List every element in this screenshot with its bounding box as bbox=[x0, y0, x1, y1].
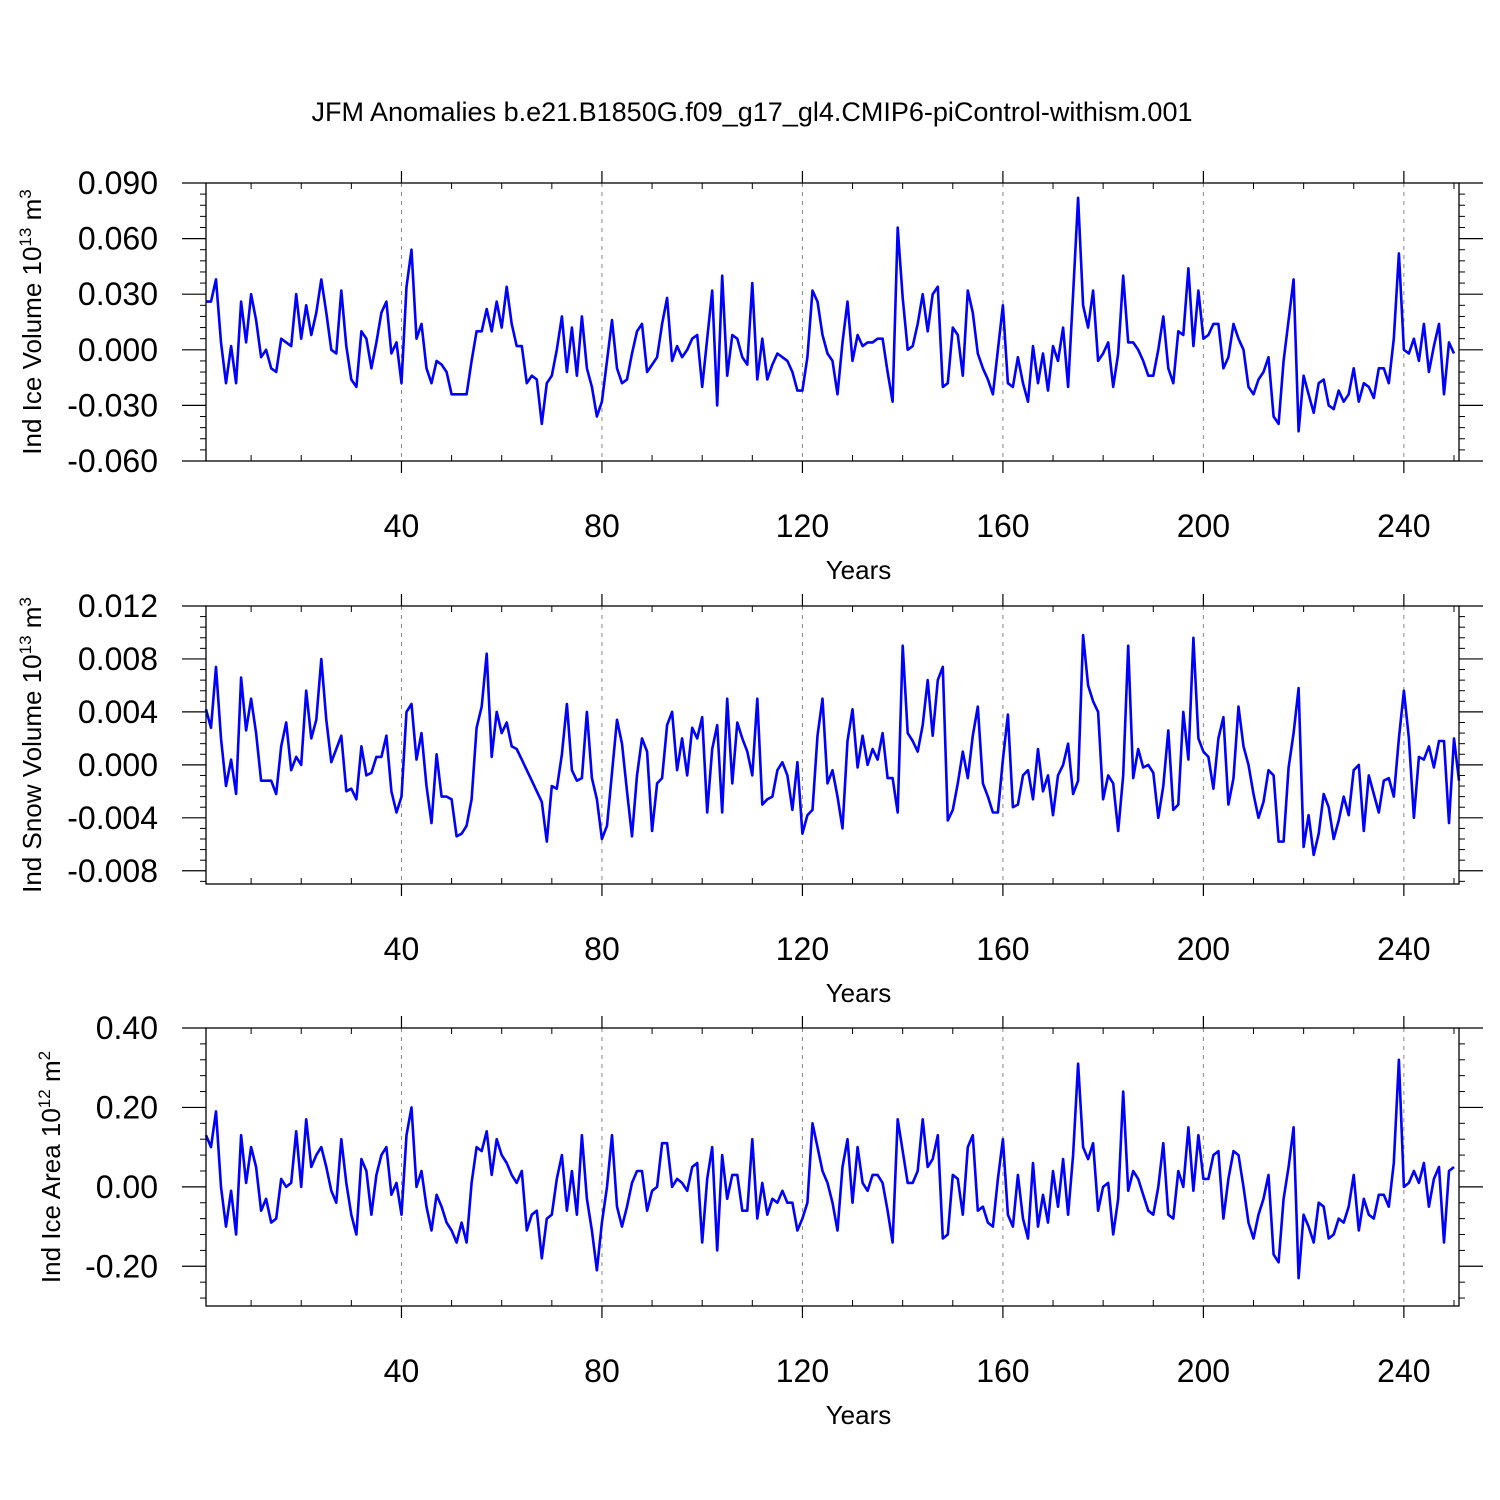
series-line bbox=[204, 633, 1461, 857]
y-tick-label: 0.000 bbox=[78, 747, 158, 783]
y-tick-label: 0.00 bbox=[96, 1169, 158, 1205]
y-tick-label: -0.008 bbox=[67, 853, 158, 889]
y-tick-label: 0.060 bbox=[78, 221, 158, 257]
x-tick-label: 200 bbox=[1177, 1353, 1230, 1389]
y-axis-label: Ind Ice Area 1012 m2 bbox=[35, 1051, 66, 1283]
x-tick-label: 200 bbox=[1177, 508, 1230, 544]
x-tick-label: 240 bbox=[1377, 1353, 1430, 1389]
y-axis-label: Ind Ice Volume 1013 m3 bbox=[16, 189, 47, 454]
y-tick-label: -0.060 bbox=[67, 443, 158, 479]
series-line bbox=[206, 196, 1456, 433]
series-line bbox=[204, 1058, 1455, 1280]
y-axis-label: Ind Snow Volume 1013 m3 bbox=[16, 597, 47, 893]
x-tick-label: 80 bbox=[584, 1353, 620, 1389]
panels: 40 80 120 160 200 240 -0.060 -0.030 0.000 0.030 0.… bbox=[16, 165, 1483, 1430]
x-tick-label: 160 bbox=[976, 508, 1029, 544]
y-tick-label: 0.004 bbox=[78, 694, 158, 730]
x-tick-label: 80 bbox=[584, 508, 620, 544]
x-tick-label: 120 bbox=[776, 508, 829, 544]
x-tick-label: 120 bbox=[776, 1353, 829, 1389]
x-axis-label: Years bbox=[826, 1400, 892, 1430]
x-tick-label: 240 bbox=[1377, 931, 1430, 967]
x-tick-label: 240 bbox=[1377, 508, 1430, 544]
x-axis-label: Years bbox=[826, 978, 892, 1008]
y-tick-label: 0.40 bbox=[96, 1010, 158, 1046]
x-tick-label: 160 bbox=[976, 931, 1029, 967]
y-tick-label: 0.008 bbox=[78, 641, 158, 677]
panel-3: 40 80 120 160 200 240 -0.20 0.00 0.20 0.40 Years In… bbox=[35, 1010, 1483, 1430]
x-tick-label: 40 bbox=[384, 931, 420, 967]
y-tick-label: -0.004 bbox=[67, 800, 158, 836]
y-tick-label: 0.012 bbox=[78, 588, 158, 624]
x-tick-label: 40 bbox=[384, 508, 420, 544]
plot-frame bbox=[205, 182, 1460, 462]
y-tick-label: 0.090 bbox=[78, 165, 158, 201]
figure-title: JFM Anomalies b.e21.B1850G.f09_g17_gl4.C… bbox=[312, 97, 1193, 127]
x-tick-label: 120 bbox=[776, 931, 829, 967]
x-tick-label: 80 bbox=[584, 931, 620, 967]
x-tick-label: 40 bbox=[384, 1353, 420, 1389]
panel-1: 40 80 120 160 200 240 -0.060 -0.030 0.000 0.030 0.… bbox=[16, 165, 1483, 585]
plot-frame bbox=[205, 1027, 1460, 1307]
y-tick-label: 0.20 bbox=[96, 1089, 158, 1125]
y-tick-label: 0.030 bbox=[78, 276, 158, 312]
plot-frame bbox=[205, 605, 1460, 885]
x-axis-label: Years bbox=[826, 555, 892, 585]
y-tick-label: 0.000 bbox=[78, 332, 158, 368]
y-tick-label: -0.20 bbox=[85, 1248, 158, 1284]
x-tick-label: 160 bbox=[976, 1353, 1029, 1389]
x-tick-label: 200 bbox=[1177, 931, 1230, 967]
y-tick-label: -0.030 bbox=[67, 387, 158, 423]
panel-2: 40 80 120 160 200 240 -0.008 -0.004 0.000 0.004 0.… bbox=[16, 588, 1483, 1008]
